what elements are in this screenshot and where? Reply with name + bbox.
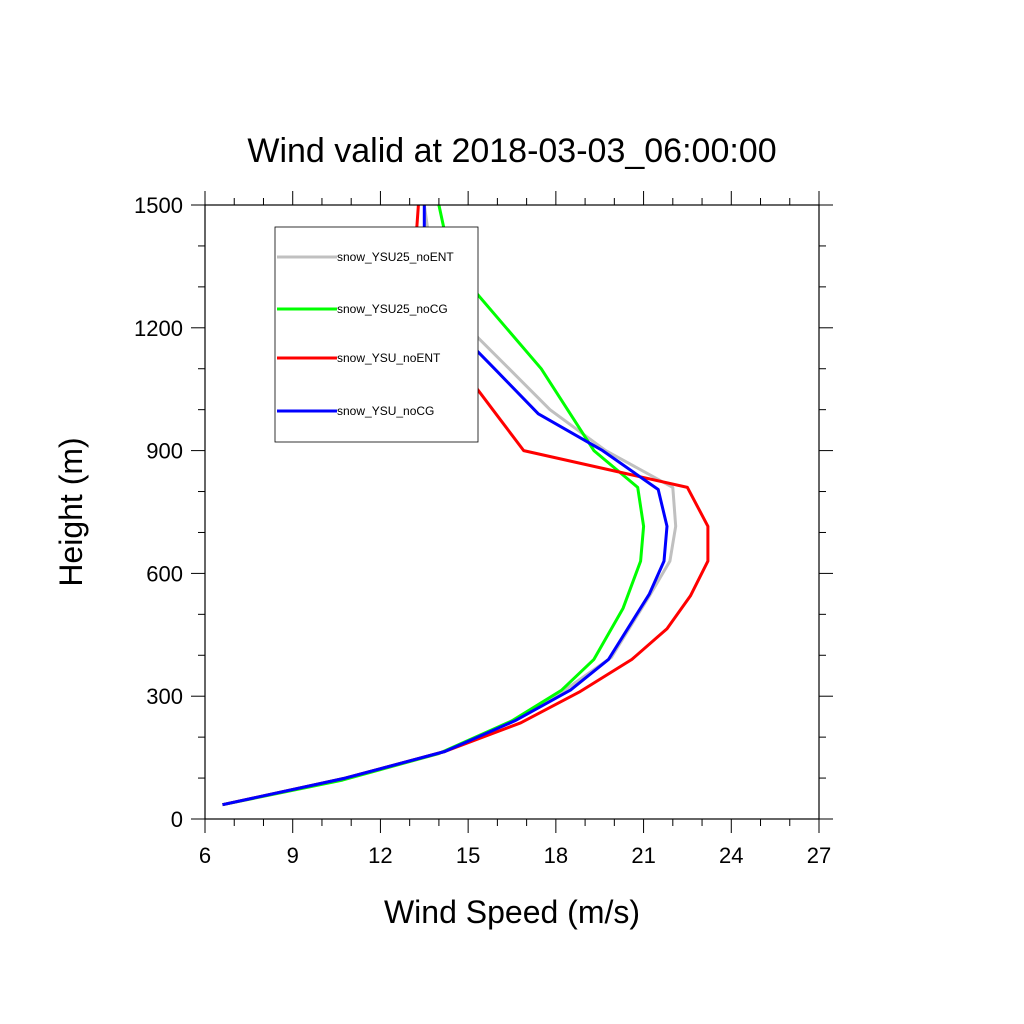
legend-label: snow_YSU25_noCG [337,302,448,316]
x-tick-label: 12 [368,843,392,868]
x-axis-label: Wind Speed (m/s) [384,894,640,930]
x-tick-label: 24 [719,843,743,868]
legend: snow_YSU25_noENT snow_YSU25_noCG snow_YSU_… [274,226,479,443]
y-tick-label: 600 [146,561,183,586]
chart-title: Wind valid at 2018-03-03_06:00:00 [247,132,776,170]
y-tick-label: 0 [171,807,183,832]
legend-label: snow_YSU25_noENT [337,250,454,264]
y-axis-label: Height (m) [53,437,89,586]
x-tick-label: 15 [456,843,480,868]
x-tick-label: 27 [807,843,831,868]
x-tick-label: 18 [544,843,568,868]
legend-label: snow_YSU_noENT [337,351,441,365]
legend-label: snow_YSU_noCG [337,404,434,418]
y-tick-label: 900 [146,439,183,464]
y-tick-label: 1200 [134,316,183,341]
axis-tick-labels: 6 9 12 15 18 21 24 27 0 300 600 900 1200 1500 [134,193,831,868]
y-tick-label: 300 [146,684,183,709]
plot-frame [204,204,820,820]
y-tick-label: 1500 [134,193,183,218]
x-tick-label: 6 [199,843,211,868]
x-tick-label: 9 [287,843,299,868]
x-tick-label: 21 [631,843,655,868]
legend-box [274,226,479,443]
axis-ticks [191,191,833,833]
legend-entries: snow_YSU25_noENT snow_YSU25_noCG snow_YSU_… [277,250,454,418]
